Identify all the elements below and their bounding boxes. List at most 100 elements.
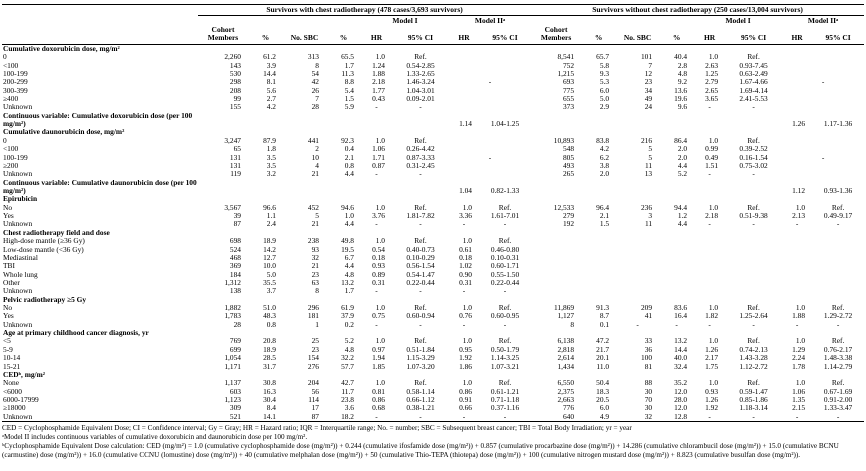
cell: 2.4 (266, 220, 276, 229)
cell: 1.14-2.79 (823, 362, 853, 371)
cell: 1.81-7.82 (406, 212, 435, 221)
cell: Ref. (414, 53, 427, 62)
cell: 0.97 (372, 345, 385, 354)
cell: - (795, 320, 799, 329)
group-header-row: Survivors with chest radiotherapy (478 c… (2, 4, 865, 17)
cell: - (795, 220, 799, 229)
cell: 0.59-1.47 (739, 387, 768, 396)
model2-header: Model IIᵃ (474, 16, 506, 26)
section-header-row: Pelvic radiotherapy ≥5 Gy (2, 296, 864, 304)
cell: Ref. (414, 379, 427, 388)
cell: 2,818 (557, 345, 575, 354)
cell: 524 (229, 245, 241, 254)
cell (361, 179, 392, 196)
cell: Ref. (747, 304, 760, 313)
cell: 236 (640, 203, 653, 212)
model2-span-cell: - (821, 152, 825, 162)
cell: 1.75 (705, 362, 719, 371)
cell: 3.9 (266, 61, 276, 70)
cell: 21 (311, 170, 319, 179)
cell (725, 279, 782, 287)
cell: 9.3 (599, 69, 610, 78)
cell: 25 (311, 337, 319, 346)
cell (659, 179, 694, 196)
section-label: Pelvic radiotherapy ≥5 Gy (3, 295, 87, 304)
cell: 1.06 (372, 145, 385, 154)
cell: 87 (233, 220, 241, 229)
cell: 265 (562, 170, 575, 179)
table-row: 300-399 208 5.6 26 5.4 1.77 1.04-3.01 775 6.0 34 1… (2, 87, 864, 95)
cell: - (375, 220, 378, 229)
cell: - (375, 103, 378, 112)
cell: 2.1 (599, 212, 610, 221)
cell (659, 287, 694, 295)
cell: 17 (311, 404, 319, 413)
cell (782, 262, 812, 270)
footnote-abbreviations: CED = Cyclophosphamide Equivalent Dose; … (2, 424, 632, 433)
cell: 0.87 (372, 161, 385, 170)
cell: 0.09-2.01 (406, 95, 435, 104)
model2-header: Model IIᵃ (807, 16, 839, 26)
cell: 1,127 (557, 312, 575, 321)
cell: 91.3 (596, 304, 610, 313)
cell: 0.75-3.02 (739, 161, 768, 170)
cell: 4.4 (344, 220, 354, 229)
row-label: High-dose mantle (≥36 Gy) (3, 237, 85, 246)
cell: 3.76 (372, 212, 385, 221)
cell (659, 254, 694, 262)
row-label: <6000 (3, 387, 22, 396)
cell: 184 (229, 270, 241, 279)
cell: 1.07-3.21 (490, 362, 520, 371)
cell: 5.2 (677, 170, 688, 179)
cell: 42 (311, 78, 319, 87)
spacer-cell (2, 5, 198, 16)
cell: 1.2 (677, 212, 688, 221)
cell (531, 237, 581, 245)
cell: - (462, 220, 466, 229)
model2-span-cell: - (821, 77, 825, 87)
cell: 521 (229, 412, 241, 421)
cell: 14.4 (674, 345, 688, 354)
table-row: 15-21 1,171 31.7 276 57.7 1.85 1.07-3.20 1.86 1.… (2, 363, 864, 371)
cell: 8.7 (599, 312, 610, 321)
cell: 138 (229, 287, 241, 296)
cell: 1,215 (557, 69, 575, 78)
cell: 0.60-0.94 (406, 312, 435, 321)
cell: 0.22-0.44 (490, 278, 520, 287)
cell (616, 112, 659, 129)
cell: 1,312 (224, 278, 241, 287)
col-hr: HR (694, 25, 726, 45)
cell: 1.33-3.47 (823, 404, 853, 413)
model1-header: Model I (392, 16, 418, 26)
cell: 1,171 (224, 362, 241, 371)
cell: 10,893 (553, 136, 575, 145)
cell: 0.2 (344, 320, 354, 329)
cell: 6.2 (599, 153, 610, 162)
cell: 4.4 (344, 170, 354, 179)
cell (694, 179, 725, 196)
cell: 775 (562, 86, 575, 95)
cell: Ref. (831, 203, 845, 212)
cell: 23.8 (341, 395, 354, 404)
cell: 1,054 (224, 354, 241, 363)
row-label: Unknown (3, 170, 33, 179)
cell: 0.1 (599, 320, 610, 329)
cell: 1.15-3.29 (406, 354, 435, 363)
row-label: 10-14 (3, 354, 21, 363)
cell: 40.4 (674, 53, 688, 62)
section-header-row: Chest radiotherapy field and dose (2, 229, 864, 237)
row-label: No (3, 203, 13, 212)
cell: 0.93 (705, 387, 719, 396)
cell (782, 237, 812, 245)
cell (725, 179, 782, 196)
cell: 1.1 (266, 212, 276, 221)
cell: 1.14 (459, 119, 472, 129)
table-row: Mediastinal 468 12.7 32 6.7 0.18 0.10-0.29 0.18… (2, 254, 864, 262)
cell: 0.8 (344, 161, 354, 170)
cell: 0.37-1.16 (490, 404, 520, 413)
cell: Ref. (747, 203, 760, 212)
row-label: 0 (3, 136, 7, 145)
cell: 0.95 (459, 345, 472, 354)
cell: 26 (311, 86, 319, 95)
cell: 83.6 (674, 304, 688, 313)
